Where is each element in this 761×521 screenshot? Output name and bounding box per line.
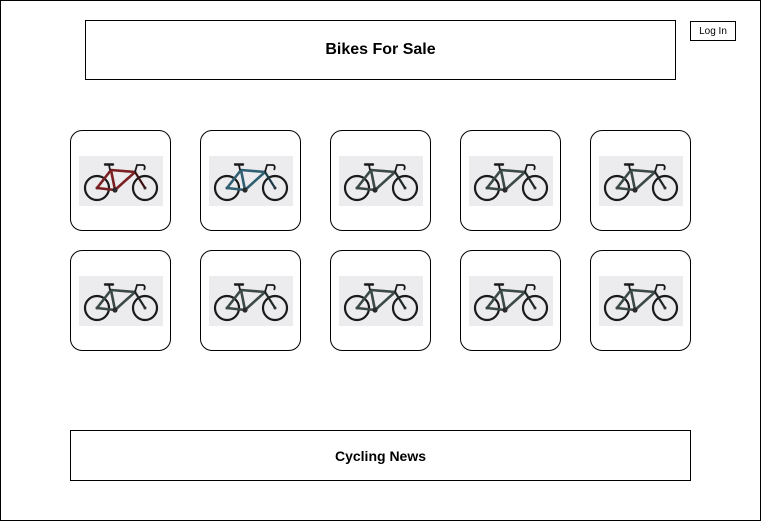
- page-title: Bikes For Sale: [325, 41, 436, 58]
- bike-card[interactable]: [460, 130, 561, 231]
- bike-image: [598, 275, 683, 326]
- bike-card[interactable]: [70, 130, 171, 231]
- bike-card[interactable]: [460, 250, 561, 351]
- bike-image: [598, 155, 683, 206]
- bike-image: [78, 155, 163, 206]
- bike-image: [468, 275, 553, 326]
- page-header: Bikes For Sale: [85, 20, 676, 80]
- bike-image: [338, 275, 423, 326]
- bike-card[interactable]: [200, 250, 301, 351]
- cycling-news-title: Cycling News: [334, 447, 427, 464]
- login-button[interactable]: Log In: [690, 21, 736, 41]
- bike-image: [208, 275, 293, 326]
- bike-image: [208, 155, 293, 206]
- bike-image: [338, 155, 423, 206]
- bike-card[interactable]: [330, 130, 431, 231]
- bike-card[interactable]: [200, 130, 301, 231]
- cycling-news-section[interactable]: Cycling News: [70, 430, 691, 481]
- bike-card[interactable]: [330, 250, 431, 351]
- bike-card[interactable]: [590, 250, 691, 351]
- bike-card[interactable]: [590, 130, 691, 231]
- bike-image: [468, 155, 553, 206]
- bike-card[interactable]: [70, 250, 171, 351]
- bike-image: [78, 275, 163, 326]
